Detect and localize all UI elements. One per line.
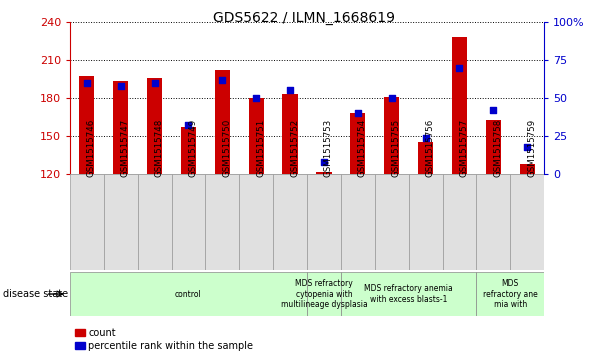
Bar [273,174,307,270]
Bar [171,174,206,270]
Text: GSM1515758: GSM1515758 [493,119,502,177]
Text: GSM1515759: GSM1515759 [527,119,536,177]
Text: GSM1515754: GSM1515754 [358,119,367,177]
Text: GSM1515747: GSM1515747 [121,119,130,177]
Bar [510,174,544,270]
Bar [79,77,94,174]
Point [184,123,193,129]
Point [522,144,532,150]
Point [82,80,92,86]
Bar [307,272,341,316]
Bar [477,272,544,316]
Bar [452,37,467,174]
Bar [384,97,399,174]
Bar [240,174,273,270]
Text: GSM1515753: GSM1515753 [324,119,333,177]
Text: control: control [175,290,202,298]
Bar [520,164,535,174]
Point [319,159,329,165]
Text: GSM1515757: GSM1515757 [460,119,469,177]
Point [353,110,363,116]
Point [488,107,498,113]
Bar [418,142,434,174]
Text: MDS
refractory ane
mia with: MDS refractory ane mia with [483,279,537,309]
Point [150,80,159,86]
Text: GSM1515748: GSM1515748 [154,119,164,177]
Text: GSM1515746: GSM1515746 [87,119,96,177]
Bar [341,272,477,316]
Bar [486,120,501,174]
Bar [350,113,365,174]
Bar [316,172,331,174]
Point [251,95,261,101]
Bar [409,174,443,270]
Text: MDS refractory anemia
with excess blasts-1: MDS refractory anemia with excess blasts… [364,284,453,304]
Text: GSM1515752: GSM1515752 [290,119,299,177]
Text: GSM1515756: GSM1515756 [426,119,435,177]
Bar [70,174,104,270]
Text: MDS refractory
cytopenia with
multilineage dysplasia: MDS refractory cytopenia with multilinea… [281,279,367,309]
Bar [70,272,307,316]
Bar [283,94,298,174]
Bar [104,174,137,270]
Bar [477,174,510,270]
Text: GSM1515749: GSM1515749 [188,119,198,177]
Text: disease state: disease state [3,289,68,299]
Bar [206,174,240,270]
Text: GSM1515750: GSM1515750 [223,119,232,177]
Point [285,87,295,93]
Point [421,135,430,140]
Legend: count, percentile rank within the sample: count, percentile rank within the sample [75,328,254,351]
Point [218,77,227,83]
Bar [147,78,162,174]
Bar [443,174,477,270]
Point [387,95,396,101]
Text: GSM1515755: GSM1515755 [392,119,401,177]
Point [455,65,465,70]
Bar [137,174,171,270]
Bar [113,82,128,174]
Bar [249,98,264,174]
Bar [375,174,409,270]
Bar [307,174,341,270]
Text: GSM1515751: GSM1515751 [256,119,265,177]
Bar [181,127,196,174]
Bar [215,70,230,174]
Bar [341,174,375,270]
Point [116,83,126,89]
Text: GDS5622 / ILMN_1668619: GDS5622 / ILMN_1668619 [213,11,395,25]
